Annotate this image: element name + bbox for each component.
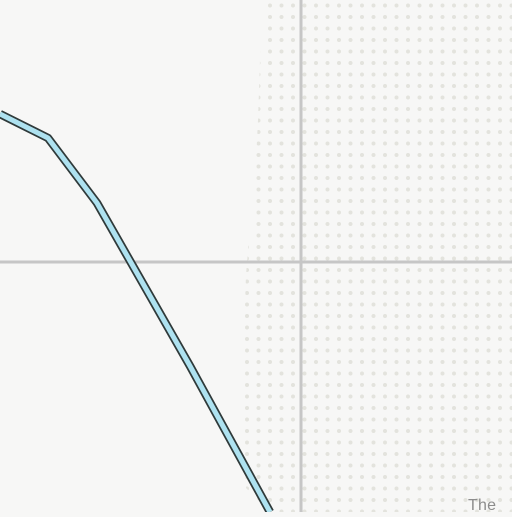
- map-place-label: The: [468, 497, 497, 514]
- dotted-land-area: [242, 0, 512, 512]
- river: [0, 111, 273, 514]
